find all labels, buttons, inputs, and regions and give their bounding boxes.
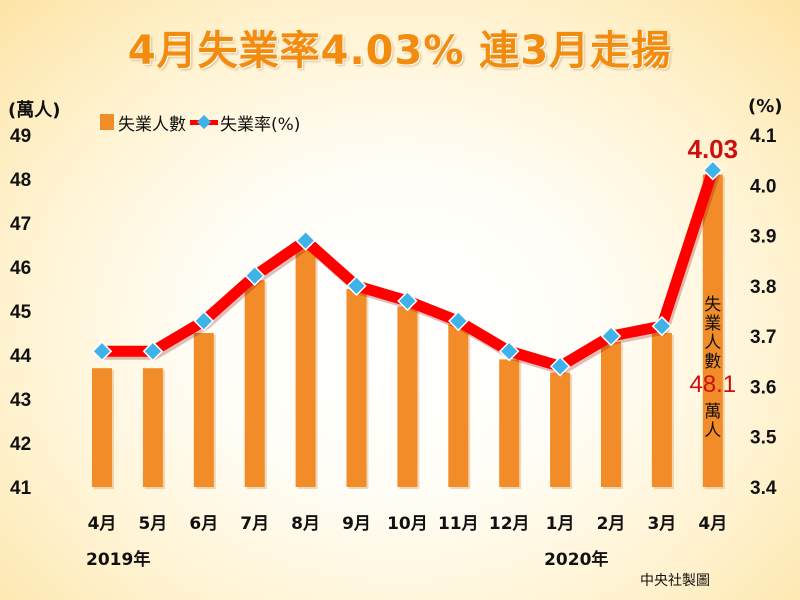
rate-point-11月 — [448, 310, 469, 332]
left-tick-label: 43 — [10, 390, 31, 411]
bar-note-char: 人 — [704, 333, 721, 353]
year-label: 2019年 — [86, 549, 150, 570]
rate-point-1月 — [549, 356, 571, 377]
x-tick-label: 4月 — [88, 514, 117, 534]
left-tick-label: 48 — [10, 170, 31, 191]
bar-3月 — [651, 333, 672, 487]
right-tick-label: 3.9 — [750, 227, 776, 248]
bar-5月 — [142, 368, 163, 487]
bar-unit-char: 萬 — [704, 402, 721, 422]
bar-note-char: 業 — [704, 314, 721, 334]
left-tick-label: 46 — [10, 258, 31, 279]
right-tick-label: 3.6 — [750, 377, 776, 398]
x-tick-label: 8月 — [291, 514, 320, 534]
year-label: 2020年 — [544, 549, 608, 570]
bar-10月 — [397, 306, 418, 487]
bar-note-char: 數 — [704, 352, 721, 372]
bar-value-label: 48.1 — [689, 371, 736, 398]
rate-point-12月 — [498, 340, 520, 362]
right-tick-label: 4.0 — [750, 176, 776, 197]
x-tick-label: 6月 — [189, 514, 218, 534]
right-tick-label: 3.7 — [750, 327, 776, 348]
x-tick-label: 11月 — [438, 514, 479, 534]
legend-line-swatch — [190, 114, 218, 130]
bar-4月 — [702, 174, 723, 487]
left-tick-label: 45 — [10, 302, 32, 323]
rate-point-9月 — [346, 275, 367, 297]
legend-bar-swatch — [100, 114, 114, 130]
left-tick-label: 49 — [10, 126, 31, 147]
bar-8月 — [295, 245, 316, 487]
bar-12月 — [499, 359, 520, 487]
bar-4月 — [92, 368, 112, 487]
source-credit: 中央社製圖 — [640, 573, 710, 589]
bar-note-char: 失 — [704, 295, 721, 315]
legend: 失業人數 失業率(%) — [100, 111, 301, 135]
x-tick-label: 12月 — [489, 514, 530, 534]
bar-2月 — [601, 341, 621, 487]
bar-9月 — [346, 289, 367, 487]
x-tick-label: 5月 — [138, 514, 167, 534]
bar-1月 — [550, 372, 571, 487]
left-tick-label: 44 — [10, 346, 32, 367]
left-tick-label: 42 — [10, 434, 31, 455]
right-tick-label: 3.4 — [750, 478, 777, 499]
left-tick-label: 41 — [10, 478, 32, 499]
x-tick-label: 4月 — [698, 514, 727, 534]
x-tick-label: 7月 — [240, 514, 269, 534]
rate-point-7月 — [244, 265, 265, 287]
right-tick-label: 4.1 — [750, 126, 777, 147]
right-tick-label: 3.5 — [750, 428, 777, 449]
bar-7月 — [244, 280, 265, 487]
rate-point-4月 — [91, 340, 113, 362]
x-tick-label: 2月 — [597, 514, 626, 534]
left-tick-label: 47 — [10, 214, 31, 235]
chart-title: 4月失業率4.03% 連3月走揚 — [127, 28, 673, 74]
peak-rate-label: 4.03 — [687, 134, 738, 164]
rate-point-8月 — [295, 230, 316, 251]
bar-unit-char: 人 — [704, 421, 721, 441]
rate-point-10月 — [397, 290, 418, 312]
rate-point-3月 — [651, 315, 673, 337]
x-tick-label: 3月 — [647, 514, 676, 534]
right-tick-label: 3.8 — [750, 277, 776, 298]
legend-bar-label: 失業人數 — [118, 114, 186, 135]
rate-point-6月 — [193, 310, 215, 332]
rate-point-5月 — [142, 340, 164, 362]
bar-6月 — [193, 333, 214, 487]
x-tick-label: 1月 — [546, 514, 575, 534]
rate-point-4月 — [702, 159, 724, 181]
right-axis-unit: (%) — [748, 96, 783, 117]
left-axis-unit: (萬人) — [8, 100, 61, 121]
bar-11月 — [448, 324, 469, 487]
rate-point-2月 — [600, 325, 622, 347]
x-tick-label: 10月 — [387, 514, 428, 534]
x-tick-label: 9月 — [342, 514, 371, 534]
legend-line-label: 失業率(%) — [220, 114, 301, 135]
